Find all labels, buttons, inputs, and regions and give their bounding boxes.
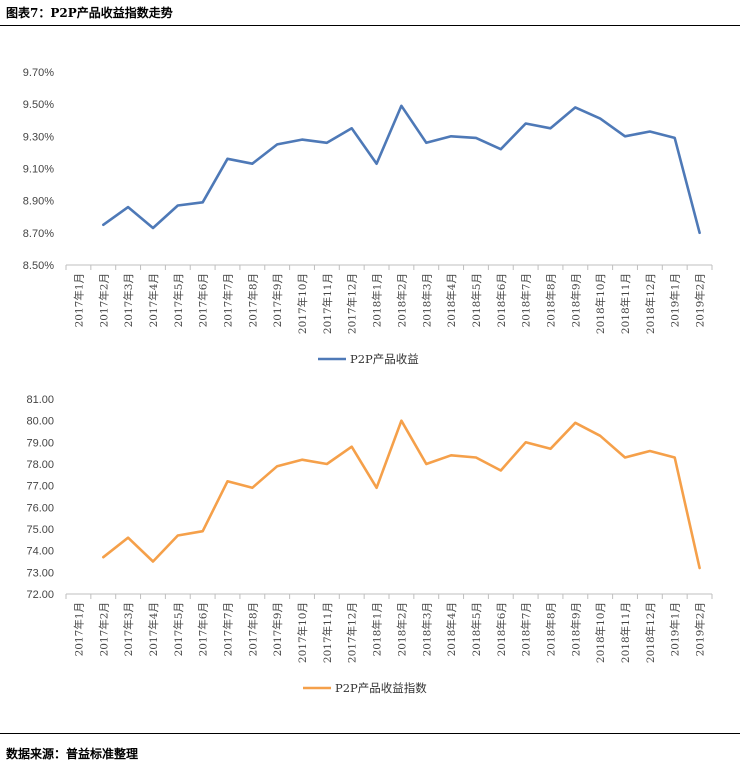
legend-label: P2P产品收益指数 [335, 681, 427, 695]
series-line [102, 419, 701, 570]
x-tick-label: 2017年10月 [296, 273, 309, 334]
x-tick-label: 2017年9月 [271, 273, 284, 327]
y-tick-label: 72.00 [26, 589, 54, 601]
x-tick-label: 2018年9月 [569, 273, 582, 327]
x-tick-label: 2018年2月 [395, 273, 408, 327]
top-rule [0, 25, 740, 26]
x-tick-label: 2017年2月 [97, 273, 110, 327]
x-tick-label: 2017年5月 [172, 273, 185, 327]
x-tick-label: 2019年2月 [694, 273, 707, 327]
x-tick-label: 2018年4月 [445, 273, 458, 327]
x-tick-label: 2017年4月 [147, 602, 160, 656]
x-tick-label: 2017年4月 [147, 273, 160, 327]
x-tick-label: 2019年1月 [669, 273, 682, 327]
y-tick-label: 81.00 [26, 394, 54, 406]
x-tick-label: 2018年11月 [619, 602, 632, 663]
x-tick-label: 2017年2月 [97, 602, 110, 656]
x-tick-label: 2018年9月 [569, 602, 582, 656]
y-tick-label: 8.90% [23, 196, 54, 208]
x-tick-label: 2018年10月 [594, 273, 607, 334]
x-tick-label: 2018年12月 [644, 273, 657, 334]
y-tick-label: 79.00 [26, 437, 54, 449]
y-tick-label: 80.00 [26, 416, 54, 428]
x-tick-label: 2018年1月 [371, 602, 384, 656]
bottom-rule [0, 733, 740, 734]
x-tick-label: 2017年11月 [321, 273, 334, 334]
x-tick-label: 2017年3月 [122, 273, 135, 327]
x-tick-label: 2017年8月 [246, 602, 259, 656]
x-tick-label: 2018年5月 [470, 273, 483, 327]
p2p-yield-chart: 8.50% 8.70% 8.90% 9.10% 9.30% 9.50% 9.70% 2017年… [23, 67, 713, 366]
x-tick-label: 2019年2月 [694, 602, 707, 656]
x-tick-label: 2018年3月 [420, 273, 433, 327]
x-tick-label: 2018年11月 [619, 273, 632, 334]
y-tick-label: 9.10% [23, 164, 54, 176]
legend-label: P2P产品收益 [350, 352, 419, 366]
x-tick-label: 2017年3月 [122, 602, 135, 656]
x-tick-label: 2017年7月 [222, 602, 235, 656]
x-tick-label: 2017年8月 [246, 273, 259, 327]
y-tick-label: 76.00 [26, 502, 54, 514]
x-tick-label: 2019年1月 [669, 602, 682, 656]
x-tick-label: 2017年12月 [346, 273, 359, 334]
y-tick-label: 74.00 [26, 546, 54, 558]
y-tick-label: 9.50% [23, 99, 54, 111]
y-tick-label: 78.00 [26, 459, 54, 471]
y-tick-label: 75.00 [26, 524, 54, 536]
y-tick-label: 77.00 [26, 481, 54, 493]
x-tick-label: 2018年4月 [445, 602, 458, 656]
source-note: 数据来源：普益标准整理 [6, 747, 139, 761]
y-tick-label: 8.70% [23, 228, 54, 240]
p2p-yield-index-chart: 72.00 73.00 74.00 75.00 76.00 77.00 78.00 79.00… [26, 394, 713, 695]
x-tick-label: 2017年6月 [197, 273, 210, 327]
x-tick-label: 2018年2月 [395, 602, 408, 656]
x-tick-label: 2017年9月 [271, 602, 284, 656]
y-tick-label: 9.30% [23, 131, 54, 143]
x-tick-label: 2017年5月 [172, 602, 185, 656]
x-tick-label: 2017年1月 [72, 602, 85, 656]
x-tick-label: 2018年12月 [644, 602, 657, 663]
figure-title: 图表7：P2P产品收益指数走势 [6, 6, 173, 20]
x-tick-label: 2018年6月 [495, 273, 508, 327]
y-tick-label: 8.50% [23, 260, 54, 272]
x-tick-label: 2017年12月 [346, 602, 359, 663]
x-tick-label: 2018年5月 [470, 602, 483, 656]
x-tick-label: 2018年3月 [420, 602, 433, 656]
x-tick-label: 2018年1月 [371, 273, 384, 327]
x-tick-label: 2018年10月 [594, 602, 607, 663]
x-tick-label: 2018年7月 [520, 273, 533, 327]
x-tick-label: 2017年6月 [197, 602, 210, 656]
x-tick-label: 2017年7月 [222, 273, 235, 327]
x-tick-label: 2018年8月 [545, 273, 558, 327]
x-tick-label: 2017年10月 [296, 602, 309, 663]
y-tick-label: 73.00 [26, 567, 54, 579]
x-tick-label: 2018年6月 [495, 602, 508, 656]
x-tick-label: 2018年8月 [545, 602, 558, 656]
x-tick-label: 2017年11月 [321, 602, 334, 663]
series-line [102, 104, 701, 235]
x-tick-label: 2017年1月 [72, 273, 85, 327]
y-tick-label: 9.70% [23, 67, 54, 79]
x-tick-label: 2018年7月 [520, 602, 533, 656]
